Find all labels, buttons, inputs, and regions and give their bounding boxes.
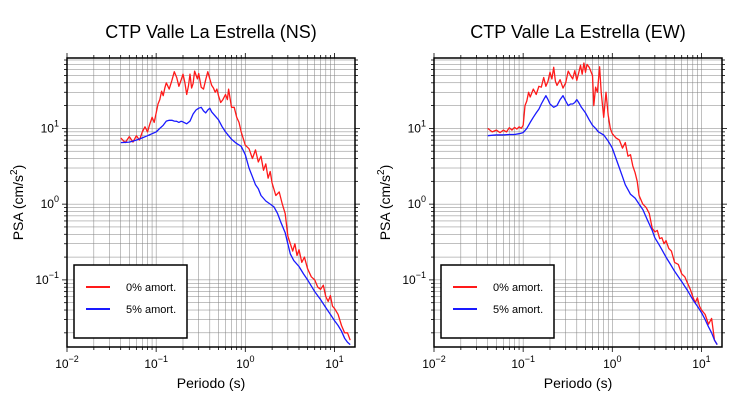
- chart2-legend-box: [440, 264, 555, 339]
- chart2-y-tick-label: 100: [408, 194, 426, 211]
- chart1-x-tick-label: 101: [325, 354, 343, 371]
- chart2-legend: 0% amort. 5% amort.: [440, 264, 555, 339]
- chart2-ticks: [429, 53, 727, 352]
- chart1-ticks: [62, 53, 360, 352]
- chart2-series-line-red: [487, 62, 718, 345]
- chart2-plot-frame: [433, 57, 723, 348]
- chart2-legend-label: 0% amort.: [493, 282, 543, 294]
- chart2-title: CTP Valle La Estrella (EW): [470, 22, 685, 42]
- chart1-x-tick-label: 10−2: [55, 354, 79, 371]
- chart2-legend-label: 5% amort.: [493, 304, 543, 316]
- chart2-series-line-blue: [487, 95, 718, 345]
- chart2-x-tick-label: 100: [603, 354, 621, 371]
- chart2-x-axis-label: Periodo (s): [544, 375, 612, 391]
- chart1-y-tick-label: 101: [41, 118, 59, 135]
- chart2-x-tick-label: 10−1: [511, 354, 535, 371]
- chart1-title: CTP Valle La Estrella (NS): [105, 22, 316, 42]
- chart1-series-line-red: [120, 70, 351, 341]
- chart2-y-tick-label: 101: [408, 118, 426, 135]
- chart1-legend-box: [73, 264, 188, 339]
- chart2-y-axis-label: PSA (cm/s2): [376, 165, 393, 241]
- chart1-y-tick-label: 10−1: [35, 270, 59, 287]
- chart2-panel: 10−2 10−1 100 101 10−1 100 101 CTP Valle La Est…: [376, 22, 727, 391]
- chart1-x-tick-label: 100: [236, 354, 254, 371]
- chart2-y-tick-label: 10−1: [402, 270, 426, 287]
- chart2-x-tick-label: 101: [692, 354, 710, 371]
- chart1-y-tick-label: 100: [41, 194, 59, 211]
- chart1-x-tick-label: 10−1: [144, 354, 168, 371]
- chart1-y-axis-label: PSA (cm/s2): [9, 165, 26, 241]
- chart2-x-tick-label: 10−2: [422, 354, 446, 371]
- chart1-series-line-blue: [120, 106, 351, 346]
- chart1-legend: 0% amort. 5% amort.: [73, 264, 188, 339]
- chart1-legend-label: 5% amort.: [126, 304, 176, 316]
- chart1-plot-frame: [66, 57, 356, 348]
- chart1-legend-label: 0% amort.: [126, 282, 176, 294]
- chart1-panel: 10−2 10−1 100 101 10−1 100 101 CTP Valle La Est…: [9, 22, 360, 391]
- chart1-x-axis-label: Periodo (s): [177, 375, 245, 391]
